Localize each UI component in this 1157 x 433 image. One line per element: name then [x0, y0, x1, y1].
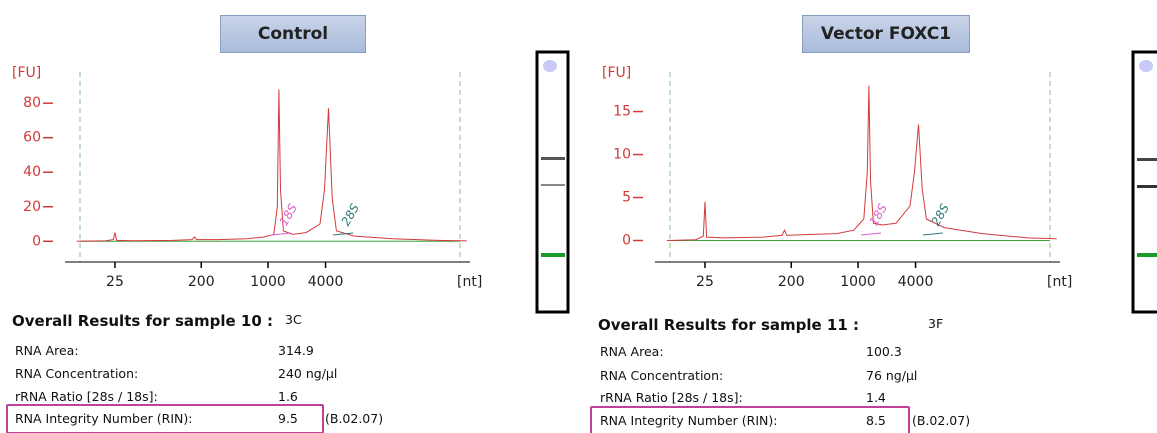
software-version: (B.02.07) — [325, 411, 383, 426]
result-label: RNA Area: — [15, 343, 79, 358]
trace — [77, 89, 467, 241]
y-tick-label: 80 — [23, 95, 41, 111]
software-version: (B.02.07) — [912, 413, 970, 428]
result-label: RNA Area: — [600, 344, 664, 359]
sample-id: 3C — [285, 312, 302, 327]
result-label: RNA Integrity Number (RIN): — [600, 413, 777, 428]
result-label: RNA Concentration: — [600, 368, 723, 383]
result-value: 314.9 — [278, 343, 314, 358]
peak-annotation: 28S — [929, 201, 953, 228]
y-tick-label: 15 — [613, 104, 631, 120]
charts: [FU] [nt] 0 20 40 60 80 25 200 1000 4000 18S 28S [FU]… — [0, 0, 1157, 433]
y-tick-label: 0 — [622, 233, 631, 249]
y-axis-label: [FU] — [602, 65, 631, 81]
x-tick-label: 4000 — [898, 274, 934, 290]
y-tick-label: 60 — [23, 130, 41, 146]
results-heading: Overall Results for sample 10 : — [12, 312, 273, 330]
x-tick-label: 1000 — [250, 274, 286, 290]
y-tick-label: 5 — [622, 190, 631, 206]
result-label: rRNA Ratio [28s / 18s]: — [15, 389, 158, 404]
result-value: 1.6 — [278, 389, 298, 404]
y-tick-label: 10 — [613, 147, 631, 163]
annotation-line — [861, 233, 881, 235]
result-label: RNA Concentration: — [15, 366, 138, 381]
results: Overall Results for sample 11 : — [598, 316, 859, 334]
result-value: 9.5 — [278, 411, 298, 426]
annotation-line — [923, 233, 943, 235]
gel-lane — [537, 52, 568, 312]
x-tick-label: 200 — [188, 274, 215, 290]
x-tick-label: 25 — [106, 274, 124, 290]
results-heading: Overall Results for sample 11 : — [598, 316, 859, 334]
trace — [667, 86, 1057, 241]
peak-annotation: 28S — [339, 201, 363, 228]
gel-lane — [1133, 52, 1157, 312]
x-tick-label: 200 — [778, 274, 805, 290]
y-tick-label: 0 — [32, 233, 41, 249]
y-axis-label: [FU] — [12, 65, 41, 81]
x-tick-label: 1000 — [840, 274, 876, 290]
result-label: RNA Integrity Number (RIN): — [15, 411, 192, 426]
results: Overall Results for sample 10 : — [12, 312, 273, 330]
x-tick-label: 4000 — [308, 274, 344, 290]
result-value: 100.3 — [866, 344, 902, 359]
page: Control Vector FOXC1 [FU][nt]02040608025… — [0, 0, 1157, 433]
result-value: 8.5 — [866, 413, 886, 428]
y-tick-label: 20 — [23, 199, 41, 215]
x-tick-label: 25 — [696, 274, 714, 290]
peak-annotation: 18S — [277, 201, 301, 228]
result-label: rRNA Ratio [28s / 18s]: — [600, 390, 743, 405]
x-axis-label: [nt] — [1047, 274, 1072, 290]
y-tick-label: 40 — [23, 164, 41, 180]
result-value: 76 ng/µl — [866, 368, 917, 383]
result-value: 1.4 — [866, 390, 886, 405]
x-axis-label: [nt] — [457, 274, 482, 290]
result-value: 240 ng/µl — [278, 366, 337, 381]
sample-id: 3F — [928, 316, 943, 331]
